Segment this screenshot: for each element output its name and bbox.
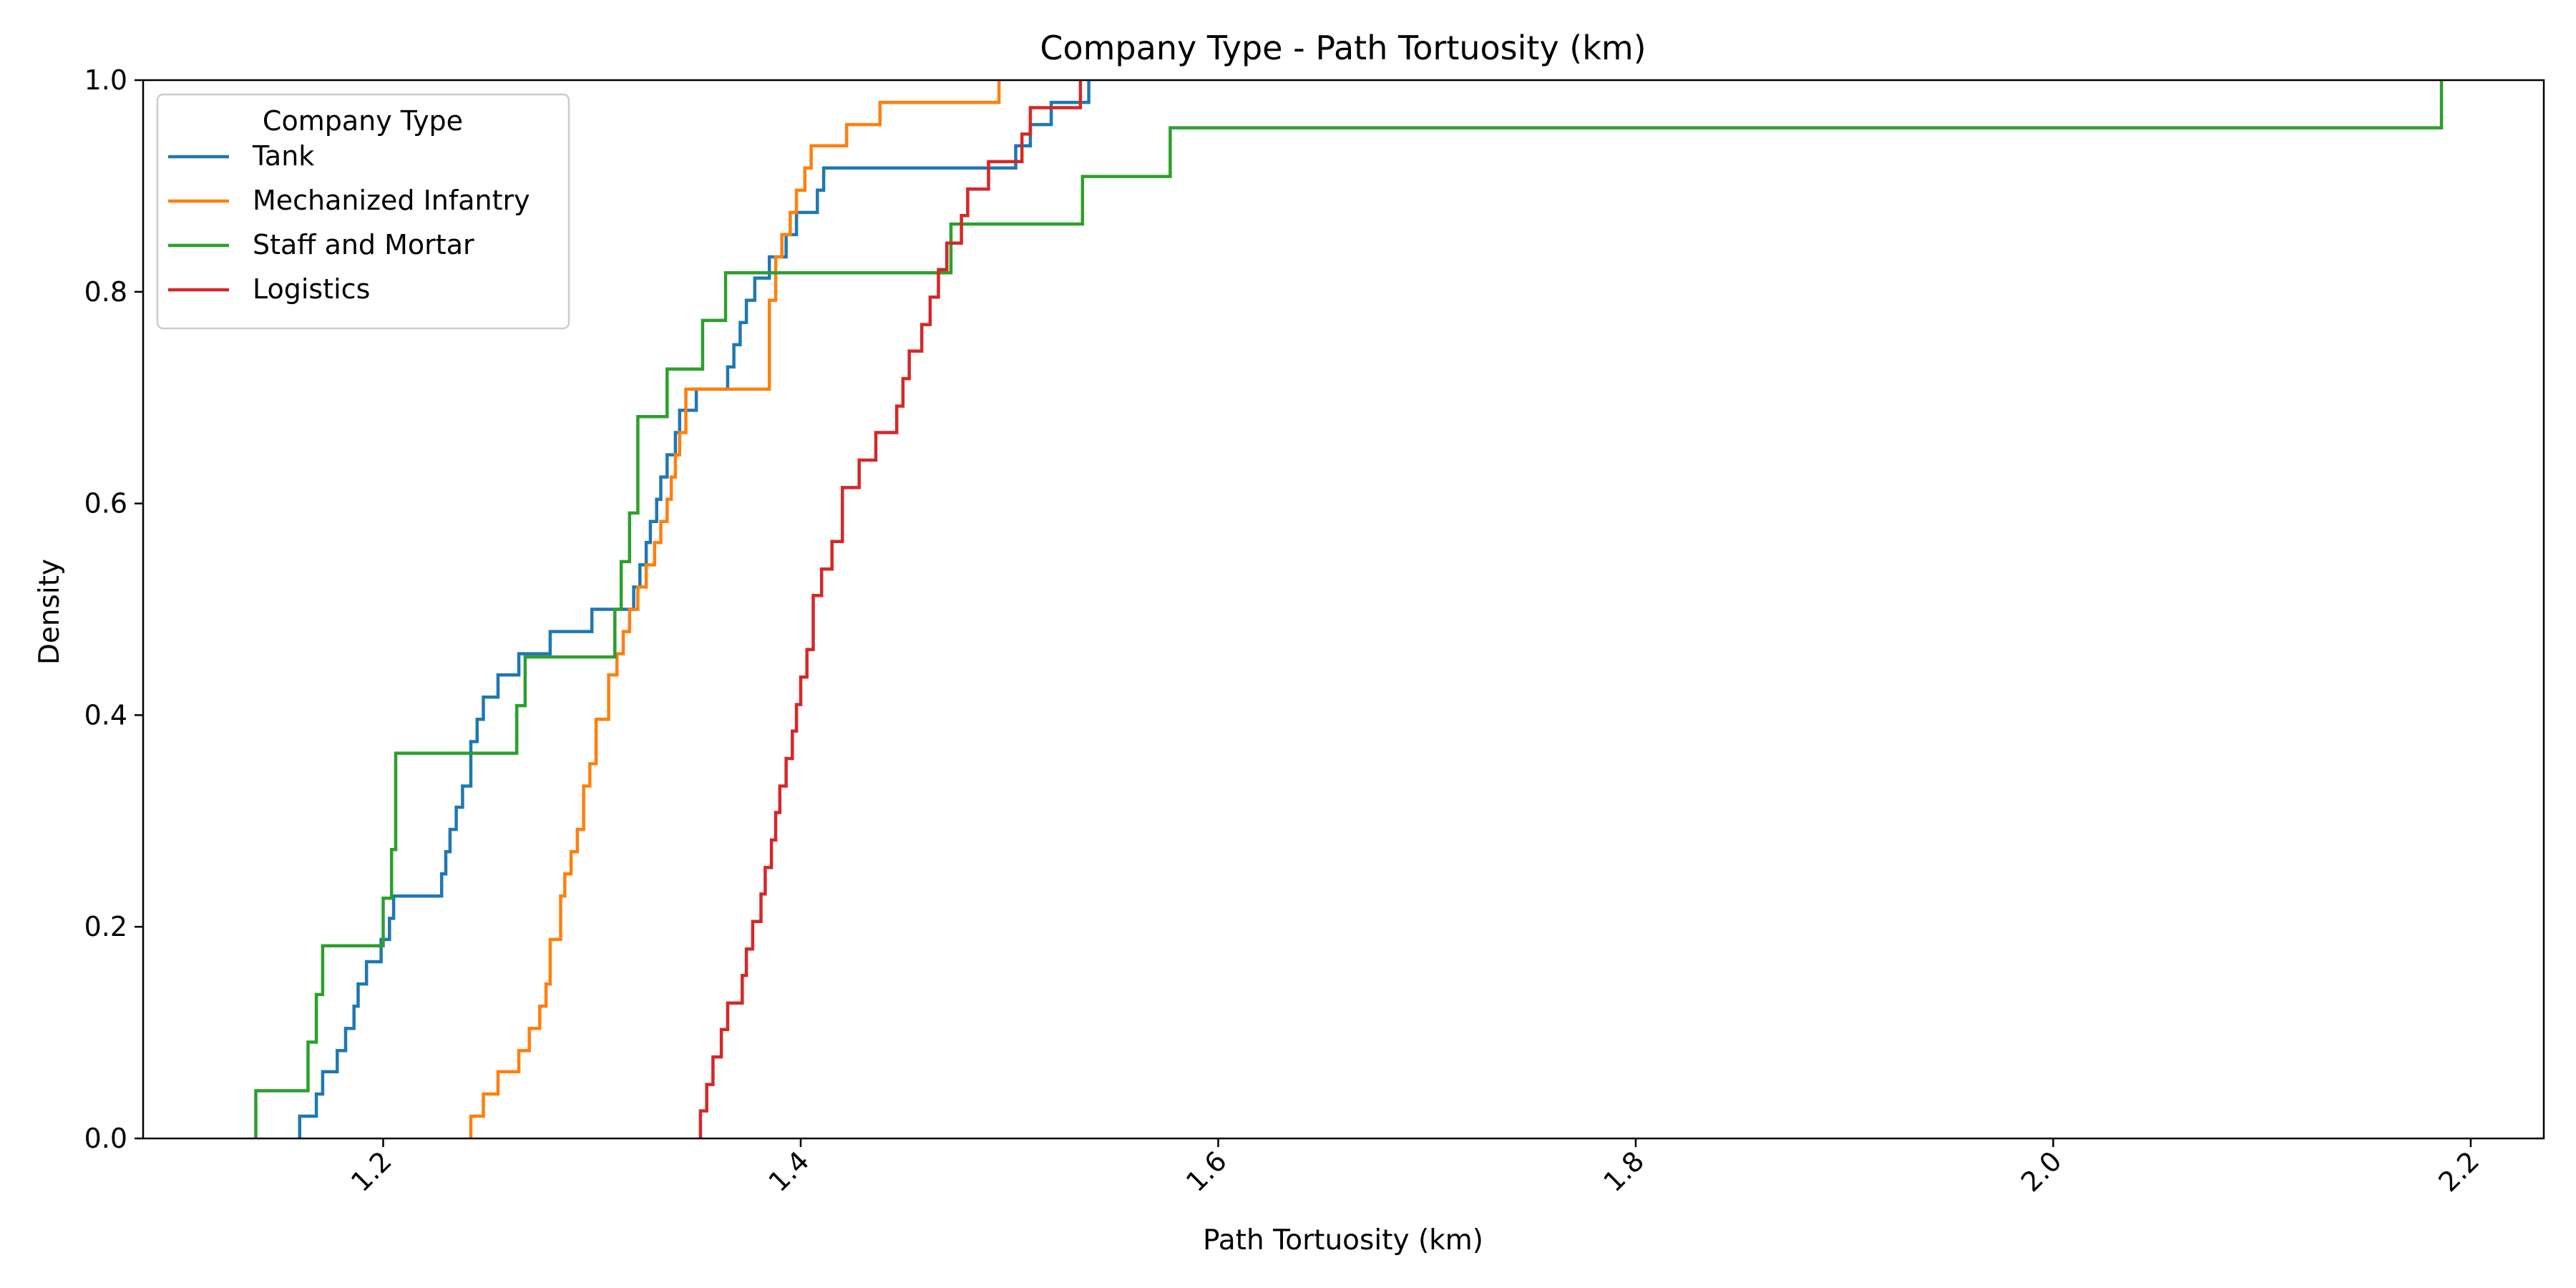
y-tick-label: 0.0 — [84, 1123, 127, 1154]
legend: Company Type Tank Mechanized Infantry Staf… — [156, 93, 570, 330]
x-tick-label: 1.4 — [763, 1145, 816, 1198]
x-tick-label: 1.2 — [345, 1145, 398, 1198]
y-tick-label: 0.6 — [84, 488, 127, 519]
legend-label: Logistics — [253, 273, 370, 305]
legend-label: Mechanized Infantry — [253, 185, 530, 216]
axes-frame — [142, 79, 2545, 1140]
y-tick-label: 0.8 — [84, 276, 127, 308]
legend-label: Staff and Mortar — [253, 229, 474, 260]
x-tick-label: 1.8 — [1597, 1145, 1650, 1198]
chart-title: Company Type - Path Tortuosity (km) — [1040, 29, 1646, 67]
series-line-staff-and-mortar — [254, 80, 2444, 1138]
y-tick-label: 0.2 — [84, 911, 127, 942]
series-line-logistics — [698, 80, 1083, 1138]
x-axis-ticks: 1.2 1.4 1.6 1.8 2.0 2.2 — [345, 1138, 2485, 1198]
x-tick-label: 2.2 — [2432, 1145, 2485, 1198]
x-axis-label: Path Tortuosity (km) — [1203, 1224, 1483, 1257]
y-tick-label: 1.0 — [84, 64, 127, 96]
x-tick-label: 1.6 — [1180, 1145, 1233, 1198]
y-tick-label: 0.4 — [84, 699, 127, 731]
series-line-mechanized-infantry — [469, 80, 1001, 1138]
legend-title: Company Type — [263, 105, 463, 137]
legend-label: Tank — [252, 140, 314, 172]
x-tick-label: 2.0 — [2015, 1145, 2068, 1198]
y-axis-label: Density — [34, 559, 66, 665]
y-axis-ticks: 0.0 0.2 0.4 0.6 0.8 1.0 — [84, 64, 143, 1154]
plot-area — [254, 80, 2444, 1138]
legend-box — [156, 93, 570, 330]
